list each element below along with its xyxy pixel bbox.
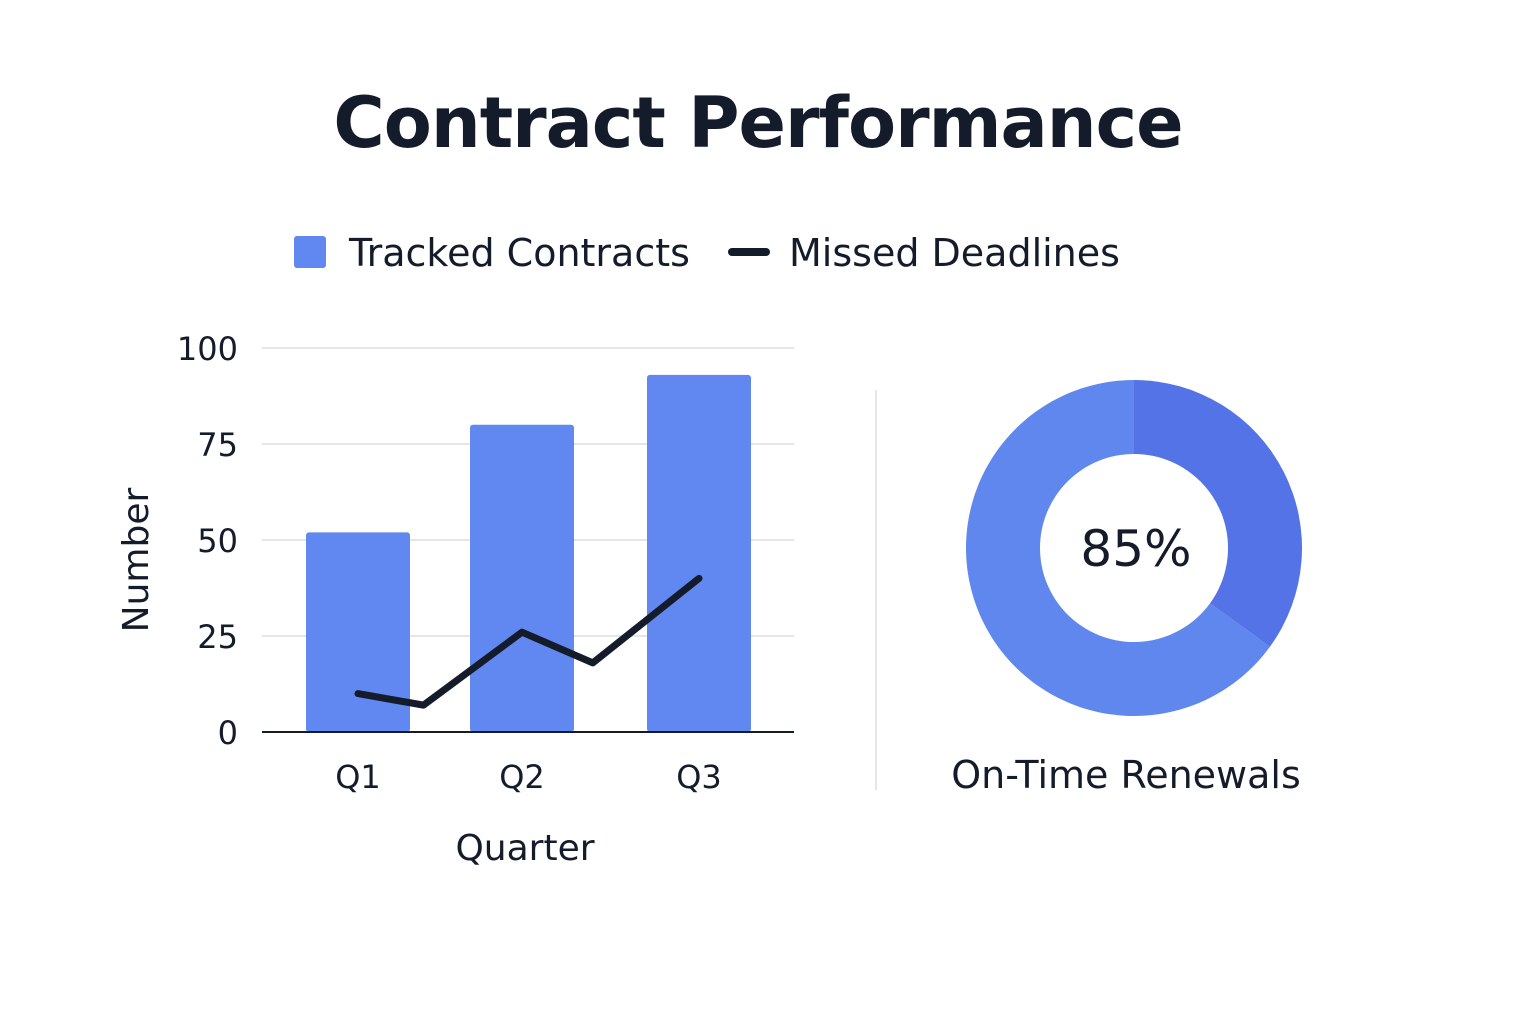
y-tick-label-100: 100 (177, 330, 238, 368)
donut-center-value: 85% (1080, 520, 1191, 578)
bar-series (306, 374, 751, 732)
donut-hole (1040, 454, 1228, 642)
x-tick-label-q2: Q2 (499, 758, 545, 796)
y-axis-label: Number (116, 487, 157, 632)
y-tick-label-25: 25 (197, 618, 238, 656)
x-axis-label: Quarter (455, 828, 594, 869)
y-axis-ticks: 0 25 50 75 100 (177, 330, 238, 752)
y-tick-label-0: 0 (218, 714, 238, 752)
bar-q3 (647, 374, 751, 732)
x-tick-label-q1: Q1 (335, 758, 381, 796)
donut-label: On-Time Renewals (951, 753, 1301, 797)
bar-q2 (470, 424, 574, 732)
legend-label-missed-deadlines: Missed Deadlines (789, 231, 1120, 275)
x-axis-ticks: Q1 Q2 Q3 (335, 758, 722, 796)
legend: Tracked Contracts Missed Deadlines (294, 231, 1120, 275)
missed-deadlines-line (354, 574, 703, 709)
x-tick-label-q3: Q3 (676, 758, 722, 796)
y-tick-label-50: 50 (197, 522, 238, 560)
y-tick-label-75: 75 (197, 426, 238, 464)
chart-title: Contract Performance (333, 82, 1183, 164)
legend-swatch-tracked-contracts (294, 236, 326, 268)
legend-label-tracked-contracts: Tracked Contracts (348, 231, 690, 275)
bar-q1 (306, 532, 410, 732)
